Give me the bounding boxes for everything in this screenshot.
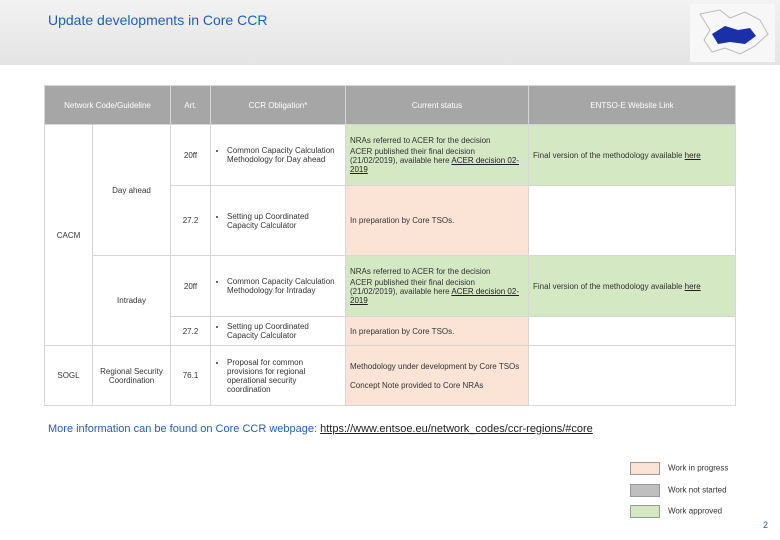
status: NRAs referred to ACER for the decision: [350, 267, 491, 276]
status-cell: In preparation by Core TSOs.: [345, 185, 529, 256]
legend-label: Work not started: [668, 485, 727, 495]
obligation: Setting up Coordinated Capacity Calculat…: [227, 212, 341, 230]
status: In preparation by Core TSOs.: [350, 326, 455, 336]
art-cell: 27.2: [170, 185, 211, 256]
status-cell: NRAs referred to ACER for the decision AC…: [345, 124, 529, 186]
art-cell: 20ff: [170, 255, 211, 317]
status-text: ACER published their final decision (21/…: [350, 147, 475, 165]
col-header: Network Code/Guideline: [44, 85, 171, 125]
link-cell: Final version of the methodology availab…: [528, 124, 736, 186]
obligation-cell: Common Capacity Calculation Methodology …: [210, 255, 346, 317]
obligation: Common Capacity Calculation Methodology …: [227, 146, 341, 164]
header-bar: Update developments in Core CCR: [0, 0, 780, 65]
col-header: CCR Obligation*: [210, 85, 346, 125]
subgroup-cell: Regional Security Coordination: [92, 345, 171, 406]
status-cell: NRAs referred to ACER for the decision AC…: [345, 255, 529, 317]
status: In preparation by Core TSOs.: [350, 216, 455, 225]
footer: More information can be found on Core CC…: [48, 423, 593, 435]
obligation-cell: Proposal for common provisions for regio…: [210, 345, 346, 406]
obligation: Proposal for common provisions for regio…: [227, 358, 341, 394]
legend-item: Work approved: [630, 505, 722, 518]
here-link[interactable]: here: [684, 150, 701, 160]
art-cell: 76.1: [170, 345, 211, 406]
subgroup-cell: Intraday: [92, 255, 171, 346]
legend-swatch: [630, 484, 660, 497]
obligation: Setting up Coordinated Capacity Calculat…: [227, 322, 341, 340]
legend-label: Work approved: [668, 506, 723, 516]
title: Update developments in Core CCR: [48, 12, 268, 28]
legend-item: Work not started: [630, 484, 727, 497]
acer-link[interactable]: ACER decision 02-2019: [350, 156, 519, 174]
footer-link[interactable]: https://www.entsoe.eu/network_codes/ccr-…: [320, 423, 593, 435]
legend-swatch: [630, 462, 660, 475]
logo-map: [690, 4, 775, 62]
status-text: ACER published their final decision (21/…: [350, 278, 475, 296]
link-cell: [528, 185, 736, 256]
acer-link[interactable]: ACER decision 02-2019: [350, 287, 519, 305]
obligation: Common Capacity Calculation Methodology …: [227, 277, 341, 295]
obligation-cell: Common Capacity Calculation Methodology …: [210, 124, 346, 186]
status-cell: Methodology under development by Core TS…: [345, 345, 529, 406]
here-link[interactable]: here: [684, 281, 701, 291]
legend-swatch: [630, 505, 660, 518]
subgroup-cell: Day ahead: [92, 124, 171, 256]
link-cell: Final version of the methodology availab…: [528, 255, 736, 317]
group-cell: SOGL: [44, 345, 93, 406]
status-cell: In preparation by Core TSOs.: [345, 316, 529, 346]
art-cell: 27.2: [170, 316, 211, 346]
status: ACER published their final decision (21/…: [350, 278, 524, 305]
obligation-cell: Setting up Coordinated Capacity Calculat…: [210, 185, 346, 256]
ccr-table: Network Code/Guideline Art. CCR Obligati…: [44, 85, 736, 406]
page-number: 2: [763, 520, 769, 530]
footer-text: More information can be found on Core CC…: [48, 423, 318, 435]
col-header: Current status: [345, 85, 529, 125]
col-header: ENTSO-E Website Link: [528, 85, 736, 125]
status: Concept Note provided to Core NRAs: [350, 380, 484, 390]
status: NRAs referred to ACER for the decision: [350, 136, 491, 145]
art-cell: 20ff: [170, 124, 211, 186]
obligation-cell: Setting up Coordinated Capacity Calculat…: [210, 316, 346, 346]
link-text: Final version of the methodology availab…: [533, 150, 683, 160]
link-text: Final version of the methodology availab…: [533, 281, 683, 291]
status: ACER published their final decision (21/…: [350, 147, 524, 174]
link-cell: [528, 345, 736, 406]
col-header: Art.: [170, 85, 211, 125]
status: Methodology under development by Core TS…: [350, 361, 520, 371]
legend-item: Work in progress: [630, 462, 728, 475]
link-cell: [528, 316, 736, 346]
group-cell: CACM: [44, 124, 93, 346]
legend-label: Work in progress: [668, 463, 729, 473]
